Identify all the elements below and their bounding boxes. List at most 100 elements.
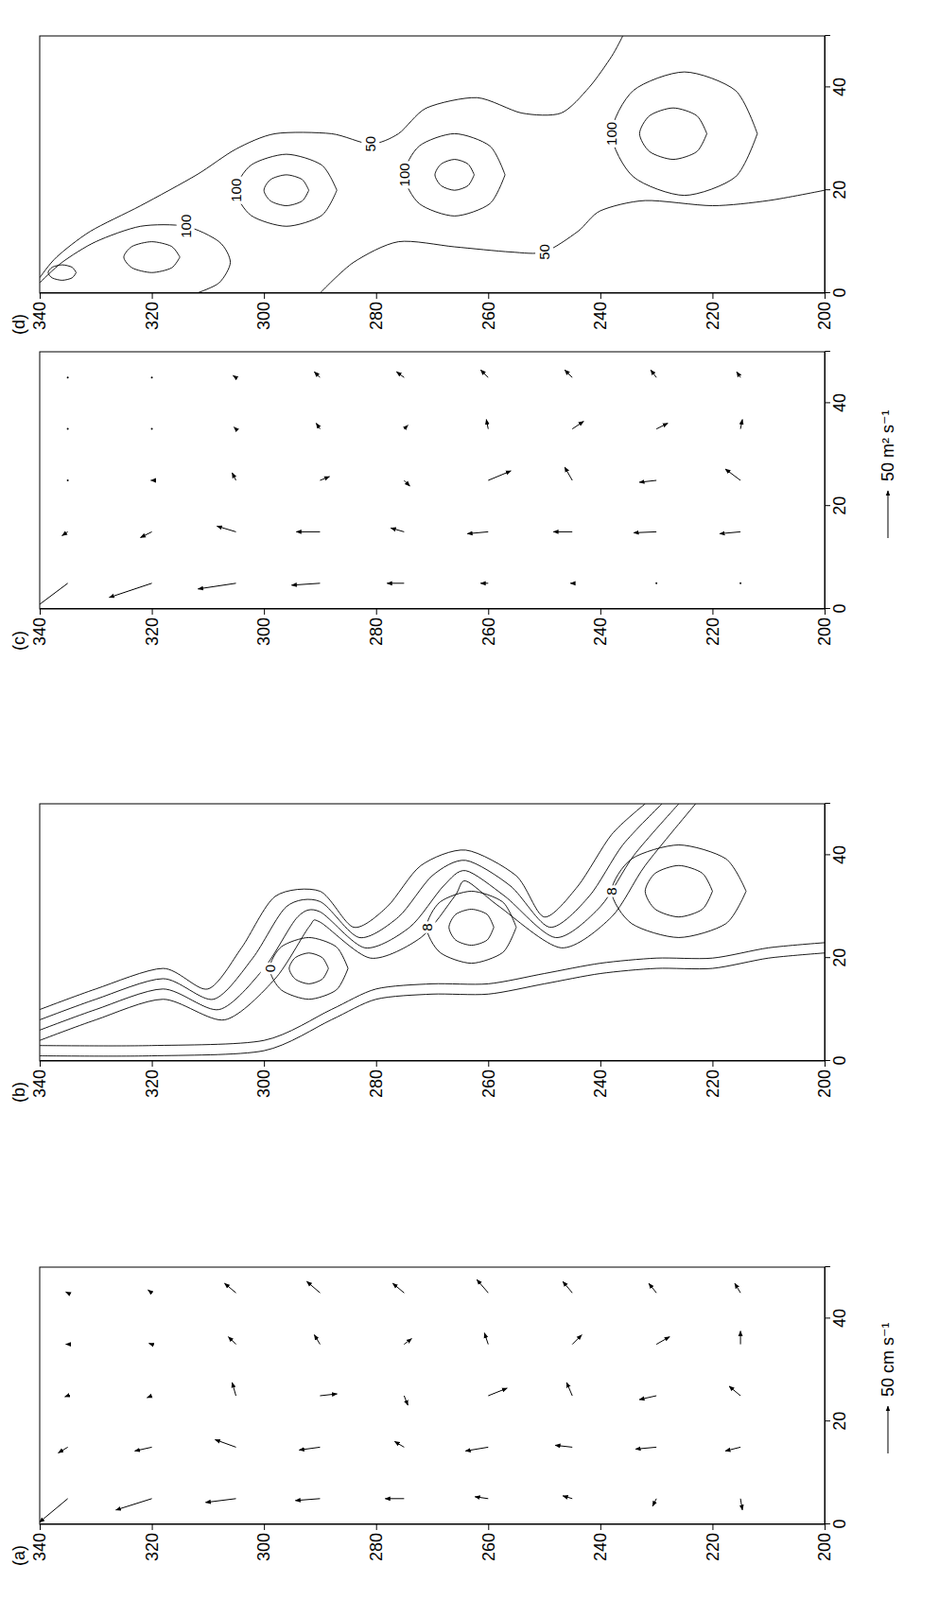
vector-arrow xyxy=(233,375,237,378)
y-tick: 340 xyxy=(30,1060,50,1098)
contour-label-group: 100 xyxy=(226,176,245,205)
y-tick-mark xyxy=(824,1060,826,1067)
x-tick: 40 xyxy=(824,845,850,865)
vector-arrow xyxy=(639,1395,657,1400)
contour-label: 50 xyxy=(536,243,553,261)
vector-arrow xyxy=(396,371,404,378)
contour-line xyxy=(319,190,825,294)
x-tick-label: 20 xyxy=(830,496,850,516)
y-tick: 260 xyxy=(479,293,499,331)
vector-arrow xyxy=(656,423,668,430)
contour-line xyxy=(236,154,338,227)
figure: 20022024026028030032034002040(a)50 cm s⁻… xyxy=(0,0,939,1600)
contour-label: 100 xyxy=(227,178,244,203)
vector-dot xyxy=(67,376,70,379)
y-tick: 320 xyxy=(142,1060,162,1098)
y-tick: 320 xyxy=(142,293,162,331)
contour-line xyxy=(39,953,825,1057)
y-tick: 260 xyxy=(479,608,499,646)
y-tick-label: 280 xyxy=(366,301,386,331)
y-tick-label: 240 xyxy=(591,617,610,646)
y-tick: 200 xyxy=(815,608,835,646)
figure-body: 20022024026028030032034002040(a)50 cm s⁻… xyxy=(9,35,898,1567)
y-tick: 220 xyxy=(703,293,723,331)
panel-label: (b) xyxy=(9,1081,29,1103)
vector-arrow xyxy=(562,1281,573,1293)
vector-arrow xyxy=(147,1395,153,1398)
plot-area xyxy=(39,35,825,294)
y-tick-mark xyxy=(263,608,265,615)
contour-label-patch xyxy=(176,212,195,241)
vector-dot xyxy=(655,582,658,585)
contour-label-patch xyxy=(395,160,414,189)
vector-arrow xyxy=(135,1446,153,1451)
x-axis-line xyxy=(825,35,832,294)
vector-arrow xyxy=(736,371,741,378)
y-tick: 220 xyxy=(703,1524,723,1562)
y-tick-label: 260 xyxy=(479,617,499,646)
vector-arrow xyxy=(725,469,741,481)
y-tick-label: 220 xyxy=(703,1532,723,1562)
vector-arrow xyxy=(564,369,573,378)
y-tick: 240 xyxy=(591,293,610,331)
x-tick-label: 20 xyxy=(830,1411,850,1431)
y-tick-mark xyxy=(152,1524,154,1531)
x-axis-line xyxy=(825,803,832,1061)
vector-arrow xyxy=(392,1283,404,1293)
x-tick-label: 0 xyxy=(830,603,850,613)
vector-arrow xyxy=(319,476,330,481)
vector-arrow xyxy=(476,1279,488,1293)
contour-labels: 088 xyxy=(260,885,622,974)
y-tick-mark xyxy=(263,293,265,299)
y-tick-mark xyxy=(487,1060,489,1067)
x-axis-line xyxy=(825,1267,832,1525)
y-tick: 340 xyxy=(30,608,50,646)
plot-area xyxy=(39,369,743,609)
panel-label: (d) xyxy=(9,313,29,335)
y-tick-mark xyxy=(376,608,378,615)
panel-label: (a) xyxy=(9,1545,29,1566)
y-tick-label: 340 xyxy=(30,1532,50,1562)
vector-arrow xyxy=(403,425,408,430)
y-tick-mark xyxy=(487,293,489,299)
vector-arrow xyxy=(740,1331,742,1345)
y-tick-label: 220 xyxy=(703,1069,723,1098)
vector-arrow xyxy=(306,1281,320,1293)
vector-arrow xyxy=(65,1395,69,1397)
contour-line xyxy=(449,909,494,946)
y-tick: 200 xyxy=(815,293,835,331)
contour-line xyxy=(263,174,309,207)
contour-label-patch xyxy=(260,962,279,974)
vector-arrow xyxy=(572,421,584,430)
contour-label-patch xyxy=(535,242,554,262)
vector-arrow xyxy=(151,480,153,482)
y-tick-label: 320 xyxy=(142,1532,162,1562)
x-tick: 20 xyxy=(824,948,850,968)
x-tick-label: 0 xyxy=(830,1518,850,1529)
vector-arrow xyxy=(480,582,488,584)
vector-arrow xyxy=(116,1498,153,1511)
reference-label: 50 m² s⁻¹ xyxy=(878,409,898,482)
y-tick-mark xyxy=(39,1060,41,1067)
y-tick: 280 xyxy=(366,608,386,646)
vector-arrow xyxy=(467,531,488,534)
y-tick-mark xyxy=(263,1060,265,1067)
y-axis-line xyxy=(40,1524,826,1531)
vector-arrow xyxy=(206,1498,237,1503)
y-tick-mark xyxy=(39,293,41,299)
panel-label: (c) xyxy=(9,630,29,651)
vector-arrow xyxy=(298,1446,320,1450)
vector-arrow xyxy=(572,1335,582,1345)
y-tick-mark xyxy=(263,1524,265,1531)
y-tick: 240 xyxy=(591,1060,610,1098)
x-tick-label: 40 xyxy=(830,77,850,97)
vector-arrow xyxy=(39,1498,69,1523)
y-tick-label: 240 xyxy=(591,301,610,331)
vector-arrow xyxy=(719,531,741,534)
contour-label: 100 xyxy=(603,121,620,146)
vector-arrow xyxy=(480,369,488,378)
vector-arrow xyxy=(639,480,657,483)
y-tick: 220 xyxy=(703,1060,723,1098)
contour-label-patch xyxy=(417,921,436,933)
vector-arrow xyxy=(403,1395,408,1406)
